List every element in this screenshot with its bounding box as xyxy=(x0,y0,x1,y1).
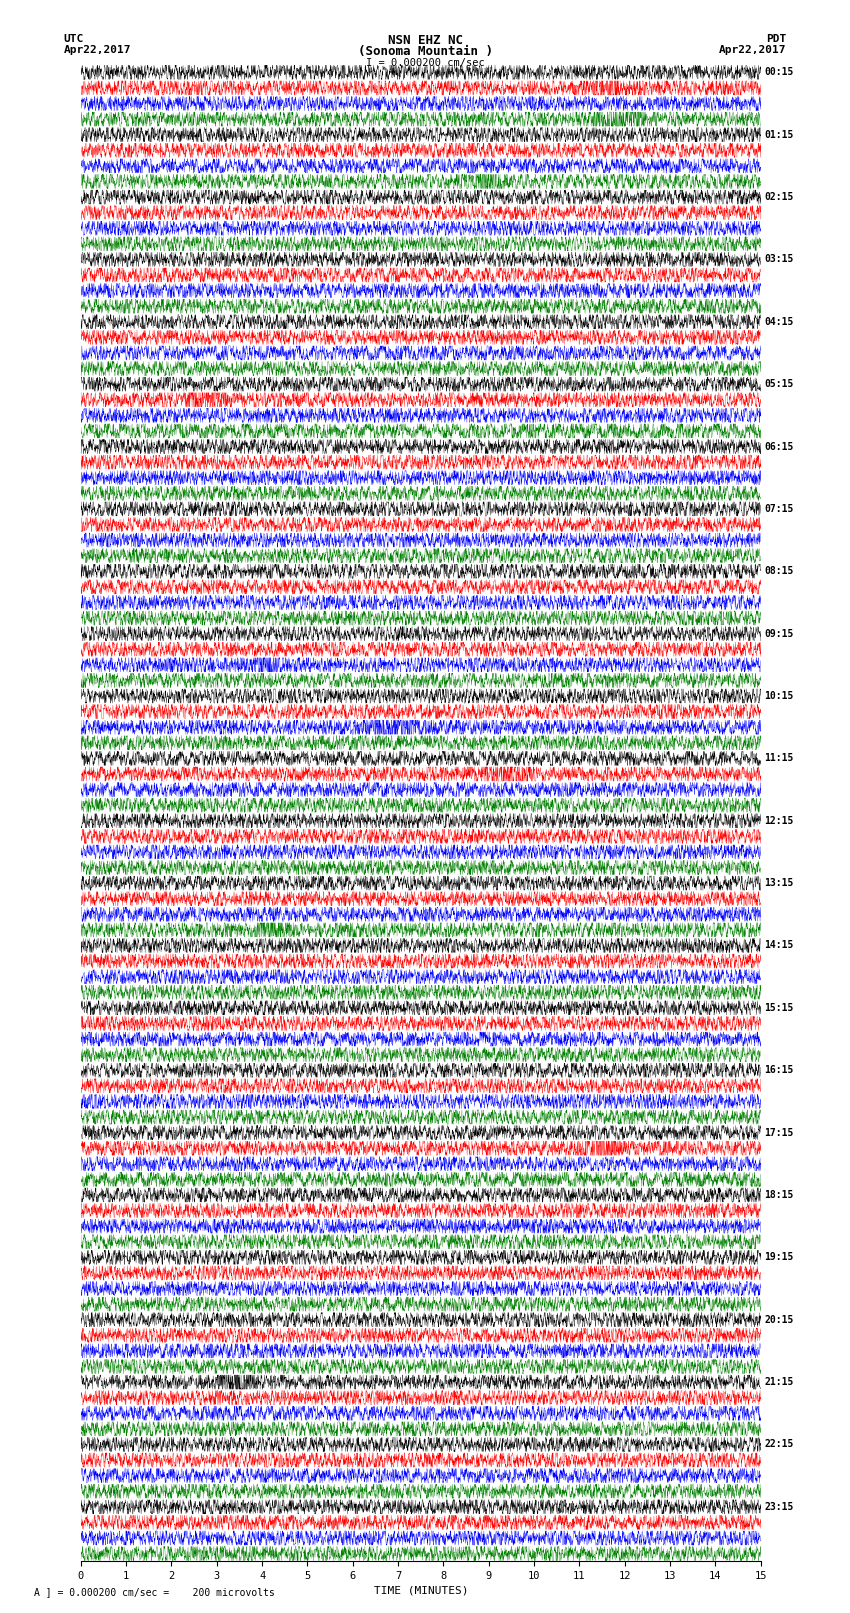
Text: A ] = 0.000200 cm/sec =    200 microvolts: A ] = 0.000200 cm/sec = 200 microvolts xyxy=(34,1587,275,1597)
Text: 01:15: 01:15 xyxy=(764,129,794,140)
Text: 20:15: 20:15 xyxy=(764,1315,794,1324)
Text: Apr22,2017: Apr22,2017 xyxy=(64,45,131,55)
Text: (Sonoma Mountain ): (Sonoma Mountain ) xyxy=(358,45,492,58)
Text: 23:15: 23:15 xyxy=(764,1502,794,1511)
Text: NSN EHZ NC: NSN EHZ NC xyxy=(388,34,462,47)
Text: 12:15: 12:15 xyxy=(764,816,794,826)
Text: 08:15: 08:15 xyxy=(764,566,794,576)
Text: 19:15: 19:15 xyxy=(764,1252,794,1263)
Text: 02:15: 02:15 xyxy=(764,192,794,202)
Text: 05:15: 05:15 xyxy=(764,379,794,389)
Text: 17:15: 17:15 xyxy=(764,1127,794,1137)
X-axis label: TIME (MINUTES): TIME (MINUTES) xyxy=(373,1586,468,1595)
Text: 22:15: 22:15 xyxy=(764,1439,794,1450)
Text: 09:15: 09:15 xyxy=(764,629,794,639)
Text: I = 0.000200 cm/sec: I = 0.000200 cm/sec xyxy=(366,58,484,68)
Text: Apr22,2017: Apr22,2017 xyxy=(719,45,786,55)
Text: 00:15: 00:15 xyxy=(764,68,794,77)
Text: PDT: PDT xyxy=(766,34,786,44)
Text: 21:15: 21:15 xyxy=(764,1378,794,1387)
Text: 04:15: 04:15 xyxy=(764,316,794,327)
Text: 18:15: 18:15 xyxy=(764,1190,794,1200)
Text: 06:15: 06:15 xyxy=(764,442,794,452)
Text: 11:15: 11:15 xyxy=(764,753,794,763)
Text: 14:15: 14:15 xyxy=(764,940,794,950)
Text: 07:15: 07:15 xyxy=(764,503,794,515)
Text: 10:15: 10:15 xyxy=(764,690,794,702)
Text: 03:15: 03:15 xyxy=(764,255,794,265)
Text: 13:15: 13:15 xyxy=(764,877,794,889)
Text: UTC: UTC xyxy=(64,34,84,44)
Text: 16:15: 16:15 xyxy=(764,1065,794,1076)
Text: 15:15: 15:15 xyxy=(764,1003,794,1013)
